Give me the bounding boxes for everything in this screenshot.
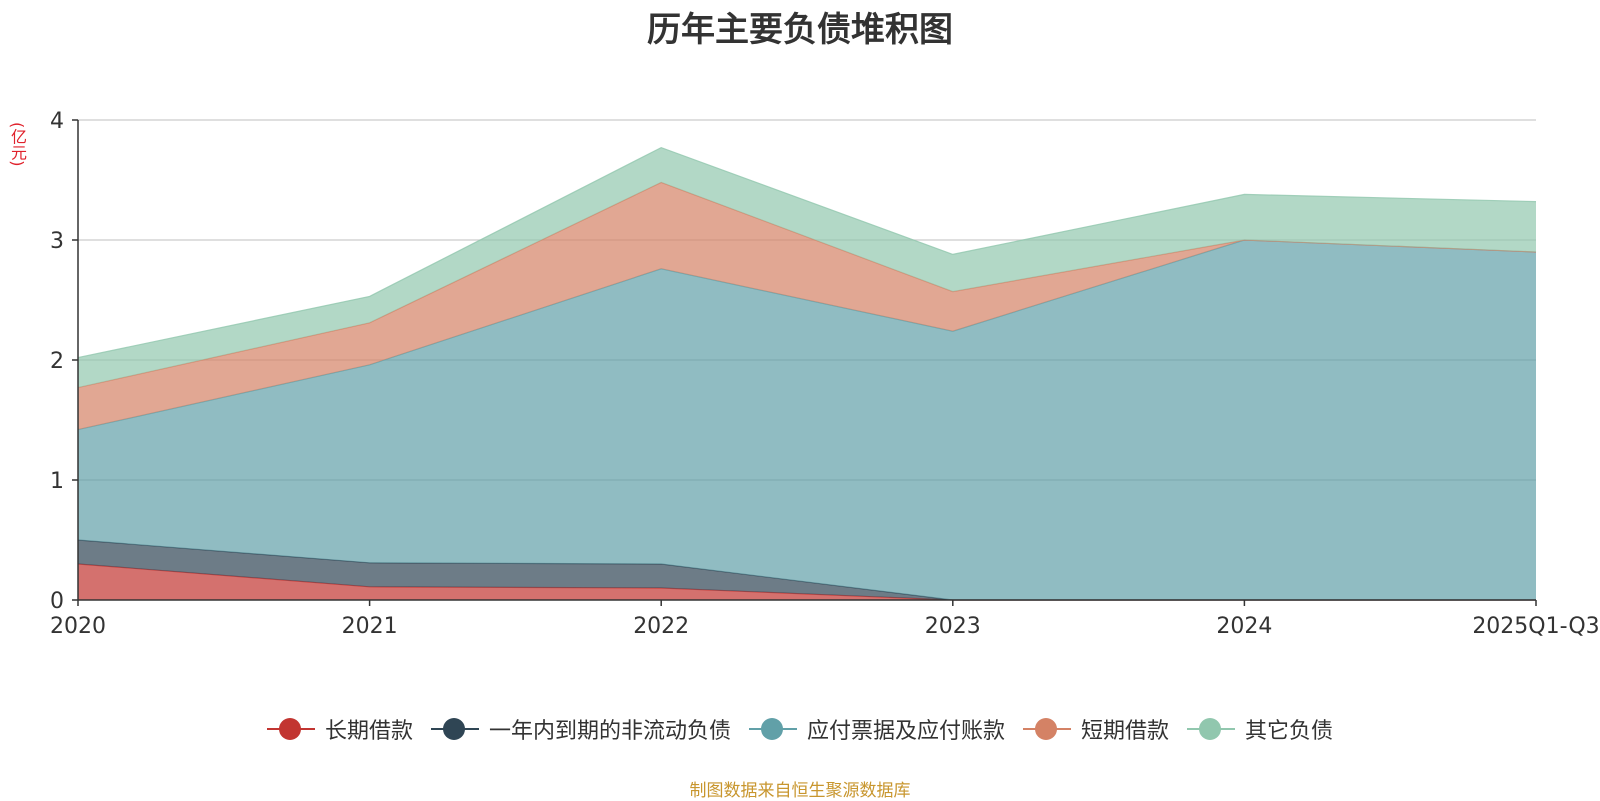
y-tick-label: 3: [50, 229, 64, 254]
legend-marker-icon: [266, 717, 315, 741]
y-axis-unit-label: (亿元): [8, 122, 27, 167]
axes: [72, 119, 1537, 606]
area-series-2: [78, 240, 1536, 600]
area-chart: 0 1 2 3 4 2020 2021 2022 2023 2024 2025Q1-Q3: [50, 109, 1600, 639]
x-tick-label: 2024: [1216, 614, 1272, 639]
x-tick-label: 2022: [633, 614, 689, 639]
legend-marker-icon: [430, 717, 479, 741]
legend-label: 其它负债: [1245, 719, 1334, 744]
series-line-4: [77, 146, 1537, 359]
x-tick-label: 2021: [342, 614, 398, 639]
x-tick-label: 2020: [50, 614, 106, 639]
legend-item[interactable]: 短期借款: [1023, 713, 1169, 745]
legend-item[interactable]: 应付票据及应付账款: [748, 713, 1005, 745]
legend-item[interactable]: 长期借款: [266, 713, 413, 745]
legend-marker-icon: [748, 717, 797, 741]
legend-label: 长期借款: [324, 719, 413, 744]
legend-marker-icon: [1023, 717, 1071, 741]
tick-labels: 0 1 2 3 4 2020 2021 2022 2023 2024 2025Q1-Q3: [50, 109, 1600, 639]
legend-dot-icon: [1035, 718, 1057, 740]
legend-label: 应付票据及应付账款: [806, 719, 1005, 744]
y-tick-label: 2: [50, 349, 64, 374]
stacked-areas: [77, 146, 1537, 601]
legend-label: 短期借款: [1081, 719, 1170, 744]
legend-item[interactable]: 一年内到期的非流动负债: [430, 713, 731, 745]
legend-dot-icon: [760, 718, 783, 740]
area-series-1: [78, 540, 1536, 600]
legend-dot-icon: [442, 718, 465, 740]
legend-dot-icon: [1199, 718, 1222, 740]
x-tick-label: 2025Q1-Q3: [1472, 614, 1599, 639]
y-tick-label: 4: [50, 109, 64, 134]
source-note: 制图数据来自恒生聚源数据库: [689, 781, 911, 801]
y-tick-label: 1: [50, 469, 64, 494]
x-tick-label: 2023: [925, 614, 981, 639]
legend-dot-icon: [278, 718, 301, 740]
area-series-0: [78, 564, 1536, 600]
legend-marker-icon: [1187, 717, 1236, 741]
legend-item[interactable]: 其它负债: [1187, 713, 1333, 745]
chart-title: 历年主要负债堆积图: [647, 10, 953, 50]
legend: 长期借款 一年内到期的非流动负债 应付票据及应付账款 短期借款 其它负债: [0, 713, 1600, 745]
legend-label: 一年内到期的非流动负债: [488, 719, 731, 744]
y-tick-label: 0: [50, 589, 64, 614]
